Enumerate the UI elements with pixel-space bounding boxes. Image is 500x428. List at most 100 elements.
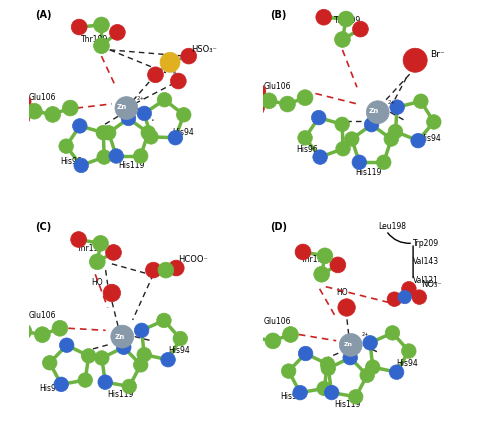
- Circle shape: [385, 326, 400, 340]
- Circle shape: [54, 377, 68, 392]
- Circle shape: [388, 124, 402, 139]
- Text: (D): (D): [270, 222, 286, 232]
- Circle shape: [298, 346, 313, 361]
- Circle shape: [34, 327, 50, 342]
- Circle shape: [236, 321, 252, 336]
- Circle shape: [134, 323, 149, 338]
- Text: 2+: 2+: [388, 100, 396, 105]
- Circle shape: [338, 299, 355, 316]
- Text: Glu106: Glu106: [264, 317, 291, 326]
- Circle shape: [62, 100, 78, 116]
- Text: HCOO⁻: HCOO⁻: [178, 255, 208, 264]
- Text: Glu106: Glu106: [29, 311, 56, 320]
- Text: His96: His96: [280, 392, 302, 401]
- Circle shape: [387, 292, 402, 306]
- Circle shape: [110, 24, 126, 40]
- Circle shape: [121, 111, 136, 126]
- Circle shape: [134, 357, 148, 372]
- Circle shape: [282, 327, 298, 342]
- Circle shape: [297, 90, 313, 106]
- Circle shape: [338, 11, 354, 27]
- Circle shape: [137, 106, 152, 121]
- Text: HO: HO: [91, 278, 102, 287]
- Circle shape: [16, 94, 31, 110]
- Circle shape: [115, 97, 138, 119]
- Circle shape: [4, 331, 19, 347]
- Circle shape: [360, 368, 374, 383]
- Circle shape: [293, 385, 308, 400]
- Circle shape: [363, 336, 378, 350]
- Text: Thr199: Thr199: [80, 35, 108, 44]
- Circle shape: [246, 330, 262, 345]
- Circle shape: [173, 331, 188, 346]
- Circle shape: [111, 325, 134, 348]
- Circle shape: [398, 291, 411, 304]
- Circle shape: [90, 254, 105, 270]
- Circle shape: [59, 139, 74, 153]
- Text: His96: His96: [296, 145, 318, 154]
- Text: Thr199: Thr199: [334, 16, 361, 25]
- Circle shape: [316, 9, 332, 25]
- Text: Val121: Val121: [413, 276, 439, 285]
- Text: Thr199: Thr199: [301, 255, 328, 264]
- Circle shape: [97, 150, 112, 164]
- Circle shape: [352, 21, 368, 37]
- Circle shape: [334, 32, 350, 48]
- Text: (C): (C): [35, 222, 51, 232]
- Text: His96: His96: [60, 157, 82, 166]
- Text: Thr199: Thr199: [76, 244, 104, 253]
- Text: Zn: Zn: [117, 104, 128, 110]
- Text: Zn: Zn: [344, 342, 353, 348]
- Text: Leu198: Leu198: [378, 222, 406, 231]
- Text: His94: His94: [168, 346, 190, 355]
- Circle shape: [160, 52, 180, 72]
- Circle shape: [137, 348, 152, 362]
- Circle shape: [82, 349, 96, 363]
- Circle shape: [384, 132, 398, 146]
- Text: His94: His94: [172, 128, 194, 137]
- Circle shape: [52, 321, 68, 336]
- Circle shape: [102, 125, 116, 140]
- Circle shape: [366, 360, 380, 374]
- Text: His94: His94: [420, 134, 441, 143]
- Circle shape: [181, 48, 196, 64]
- Circle shape: [161, 352, 176, 367]
- Circle shape: [98, 375, 112, 389]
- Circle shape: [26, 103, 42, 119]
- Circle shape: [116, 340, 131, 354]
- Circle shape: [314, 266, 330, 282]
- Circle shape: [426, 115, 441, 129]
- Circle shape: [352, 155, 366, 169]
- Circle shape: [280, 96, 295, 112]
- Circle shape: [313, 150, 328, 164]
- Circle shape: [340, 333, 362, 357]
- Circle shape: [170, 73, 186, 89]
- Text: Zn: Zn: [115, 333, 126, 339]
- Text: His119: His119: [108, 390, 134, 399]
- Text: Glu106: Glu106: [264, 82, 291, 91]
- Circle shape: [96, 125, 110, 140]
- Circle shape: [168, 260, 184, 276]
- Text: (B): (B): [270, 10, 286, 21]
- Circle shape: [265, 333, 281, 349]
- Circle shape: [60, 338, 74, 353]
- Circle shape: [72, 119, 87, 133]
- Circle shape: [376, 155, 391, 169]
- Circle shape: [390, 100, 404, 114]
- Circle shape: [414, 94, 428, 109]
- Circle shape: [92, 235, 108, 251]
- Text: 2+: 2+: [137, 96, 145, 101]
- Circle shape: [330, 257, 346, 273]
- Circle shape: [335, 117, 349, 131]
- Circle shape: [234, 337, 250, 353]
- Circle shape: [312, 110, 326, 125]
- Circle shape: [122, 379, 136, 394]
- Circle shape: [109, 149, 124, 163]
- Text: NO₃⁻: NO₃⁻: [422, 280, 442, 289]
- Circle shape: [106, 244, 122, 260]
- Circle shape: [94, 38, 110, 54]
- Circle shape: [134, 149, 148, 163]
- Text: His119: His119: [118, 161, 144, 170]
- Circle shape: [364, 117, 379, 132]
- Circle shape: [16, 324, 32, 339]
